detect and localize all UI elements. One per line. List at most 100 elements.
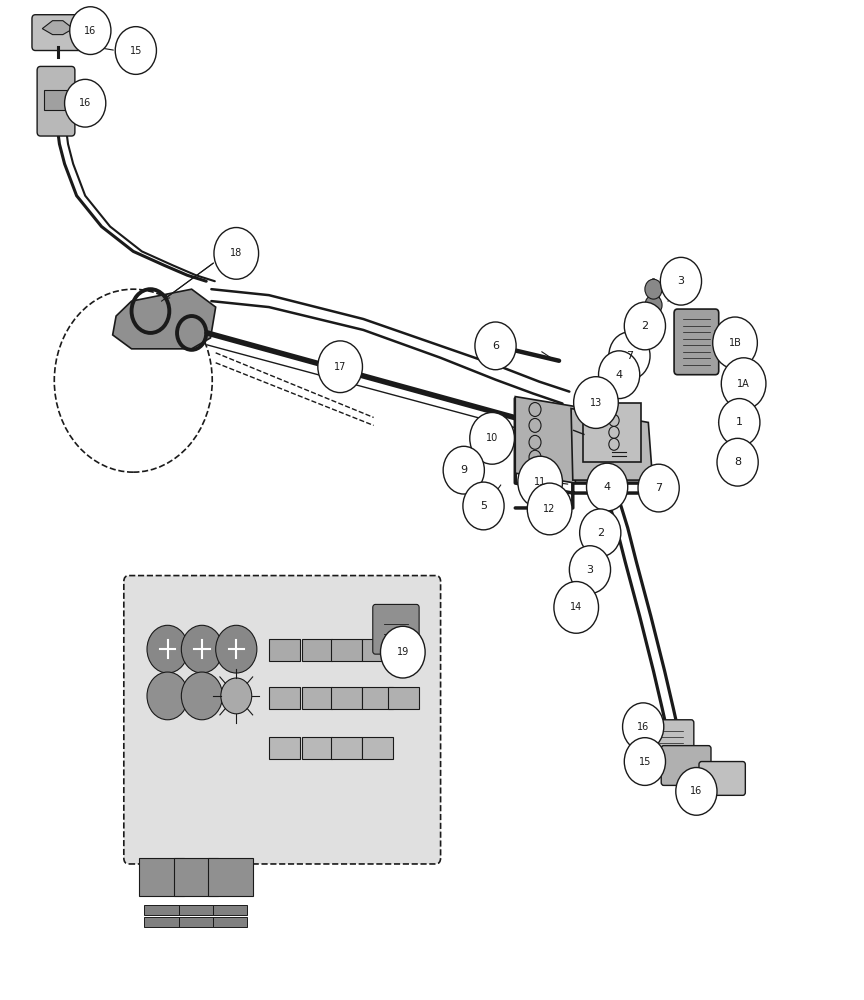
Circle shape [580, 509, 621, 557]
Bar [208, 858, 252, 896]
FancyBboxPatch shape [32, 15, 84, 51]
Bar [362, 639, 392, 661]
Bar [388, 639, 419, 661]
Text: 15: 15 [638, 757, 651, 767]
Circle shape [318, 341, 363, 393]
Polygon shape [112, 289, 216, 349]
Circle shape [645, 279, 662, 299]
Text: 2: 2 [641, 321, 649, 331]
Circle shape [443, 446, 485, 494]
Circle shape [70, 7, 111, 54]
Circle shape [554, 582, 599, 633]
Circle shape [645, 313, 662, 333]
Circle shape [147, 625, 188, 673]
Text: 9: 9 [461, 465, 467, 475]
Bar [144, 917, 179, 927]
Text: 6: 6 [492, 341, 499, 351]
Bar [331, 737, 362, 759]
Circle shape [463, 482, 504, 530]
Text: 1: 1 [736, 417, 743, 427]
Text: 1B: 1B [728, 338, 741, 348]
Bar [139, 858, 184, 896]
Bar [302, 639, 333, 661]
Circle shape [214, 228, 258, 279]
Bar [302, 687, 333, 709]
Bar [44, 90, 68, 110]
Bar [362, 737, 392, 759]
Circle shape [625, 738, 665, 785]
Bar [302, 737, 333, 759]
Bar [269, 737, 300, 759]
Bar [269, 687, 300, 709]
FancyBboxPatch shape [37, 66, 75, 136]
Text: 4: 4 [604, 482, 611, 492]
Circle shape [599, 351, 639, 399]
Circle shape [595, 477, 613, 497]
Circle shape [646, 478, 664, 498]
Bar [213, 917, 247, 927]
FancyBboxPatch shape [699, 762, 746, 795]
FancyBboxPatch shape [647, 720, 694, 754]
Text: 16: 16 [84, 26, 97, 36]
Circle shape [719, 399, 760, 446]
Text: 7: 7 [655, 483, 662, 493]
Bar [144, 905, 179, 915]
Polygon shape [42, 21, 73, 35]
Text: 8: 8 [734, 457, 741, 467]
Circle shape [609, 332, 650, 380]
Circle shape [221, 678, 251, 714]
Circle shape [147, 672, 188, 720]
Bar [362, 687, 392, 709]
Circle shape [580, 557, 597, 577]
Text: 3: 3 [587, 565, 594, 575]
Circle shape [181, 625, 223, 673]
Circle shape [216, 625, 257, 673]
Bar [331, 639, 362, 661]
Circle shape [65, 79, 105, 127]
Bar [179, 917, 213, 927]
Text: 12: 12 [543, 504, 556, 514]
Polygon shape [515, 397, 575, 483]
Text: 7: 7 [626, 351, 633, 361]
Circle shape [475, 322, 516, 370]
Circle shape [470, 412, 514, 464]
Text: 16: 16 [637, 722, 650, 732]
Circle shape [660, 257, 702, 305]
Text: 16: 16 [79, 98, 92, 108]
Circle shape [721, 358, 766, 410]
Text: 5: 5 [480, 501, 487, 511]
Text: 13: 13 [590, 398, 602, 408]
Text: 11: 11 [534, 477, 546, 487]
Text: 18: 18 [230, 248, 243, 258]
Text: 15: 15 [130, 46, 142, 56]
Circle shape [569, 546, 611, 593]
Circle shape [676, 768, 717, 815]
Text: 4: 4 [615, 370, 623, 380]
FancyBboxPatch shape [372, 604, 419, 654]
Text: 10: 10 [486, 433, 499, 443]
Bar [213, 905, 247, 915]
Text: 16: 16 [690, 786, 702, 796]
Circle shape [587, 463, 628, 511]
Polygon shape [571, 409, 652, 480]
Circle shape [713, 317, 758, 369]
Circle shape [717, 438, 759, 486]
Circle shape [574, 377, 619, 428]
Text: 3: 3 [677, 276, 684, 286]
Text: 17: 17 [334, 362, 346, 372]
Circle shape [645, 295, 662, 315]
Circle shape [181, 672, 223, 720]
Bar [179, 905, 213, 915]
Text: 2: 2 [597, 528, 604, 538]
FancyBboxPatch shape [661, 746, 711, 785]
Circle shape [591, 520, 608, 540]
Circle shape [638, 464, 679, 512]
Text: 1A: 1A [737, 379, 750, 389]
Bar [174, 858, 219, 896]
Bar [388, 687, 419, 709]
Circle shape [115, 27, 156, 74]
Circle shape [380, 626, 425, 678]
Bar [583, 403, 641, 462]
Circle shape [527, 483, 572, 535]
Circle shape [518, 456, 562, 508]
